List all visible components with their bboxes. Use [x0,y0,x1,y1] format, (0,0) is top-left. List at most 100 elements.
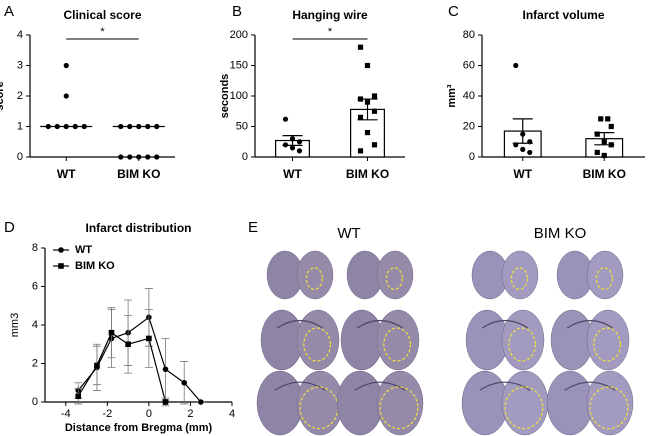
data-point [513,142,519,148]
infarct-outline [383,327,412,362]
y-axis-label: score [0,81,6,110]
data-point [371,142,378,148]
x-tick-label: -4 [61,408,71,420]
legend-marker [58,247,64,253]
data-point [608,123,614,130]
x-tick-label: BIM KO [346,167,389,181]
brain-section [546,370,634,436]
brain-hemisphere [546,370,594,436]
y-tick-label: 0 [17,151,23,163]
x-tick-label: 2 [187,408,193,420]
y-tick-label: 20 [463,120,475,132]
data-point [357,96,364,102]
y-axis-label: mm3 [9,313,21,337]
data-point [357,148,364,154]
data-point [181,379,188,386]
brain-hemisphere [586,370,634,436]
data-point [527,149,533,156]
infarct-outline [595,267,614,291]
brain-section [256,370,344,436]
brain-ventricle [274,381,326,391]
significance-label: * [100,26,105,38]
panel-letter: B [232,3,242,20]
data-point [94,362,100,369]
data-point [527,139,533,145]
data-point [136,154,142,160]
x-axis-label: Distance from Bregma (mm) [65,422,213,434]
infarct-outline [379,386,419,430]
brain-ventricle [564,381,616,391]
data-point [289,145,296,151]
data-point [520,146,526,152]
y-tick-label: 80 [463,29,475,41]
column-header: BIM KO [534,225,587,242]
x-tick-label: WT [57,167,76,181]
chart-title: Infarct volume [522,8,604,22]
data-point [118,154,124,160]
y-tick-label: 3 [17,59,23,71]
x-tick-label: 0 [146,408,152,420]
y-tick-label: 1 [17,120,23,132]
legend-marker [58,263,64,269]
brain-section [266,250,334,300]
x-tick-label: -2 [102,408,112,420]
brain-section [340,309,420,371]
data-point [598,116,604,122]
brain-hemisphere [461,370,509,436]
brain-hemisphere [296,370,344,436]
data-point [601,139,607,145]
brain-hemisphere [550,309,594,371]
brain-hemisphere [336,370,384,436]
data-point [75,393,82,400]
infarct-outline [508,327,536,362]
y-tick-label: 150 [230,59,248,71]
brain-hemisphere [340,309,384,371]
data-point [357,114,364,120]
data-point [371,108,378,114]
infarct-outline [510,267,529,291]
brain-hemisphere [501,250,539,300]
y-axis-label: mm³ [446,84,458,108]
data-point [127,154,133,160]
data-point [296,148,303,154]
data-point [54,123,60,130]
x-tick-label: BIM KO [583,167,626,181]
data-point [594,149,600,156]
data-point [118,123,124,130]
data-point [108,329,115,336]
series-line [77,316,202,403]
y-tick-label: 2 [17,90,23,102]
brain-ventricle [276,319,324,329]
brain-section [465,309,545,371]
brain-ventricle [354,381,406,391]
y-tick-label: 0 [469,151,475,163]
infarct-outline [303,327,332,362]
x-tick-label: BIM KO [117,167,160,181]
data-point [608,142,614,148]
brain-section [461,370,549,436]
data-point [154,123,160,130]
brain-hemisphere [465,309,509,371]
data-point [594,131,600,137]
brain-hemisphere [260,309,304,371]
legend-label: BIM KO [75,260,115,272]
data-point [198,399,204,405]
data-point [289,136,296,142]
y-tick-label: 60 [463,59,475,71]
y-tick-label: 6 [32,280,38,292]
y-axis-label: seconds [219,74,231,119]
data-point [513,62,519,69]
data-point [605,116,611,122]
data-point [45,123,51,130]
data-point [63,93,69,99]
panel-letter: D [4,219,15,236]
chart-title: Clinical score [63,8,141,22]
data-point [145,154,151,160]
chart-title: Infarct distribution [86,221,192,235]
infarct-outline [504,386,544,430]
y-tick-label: 4 [17,29,23,41]
y-tick-label: 4 [32,319,38,331]
brain-section [346,250,414,300]
brain-section [556,250,624,300]
